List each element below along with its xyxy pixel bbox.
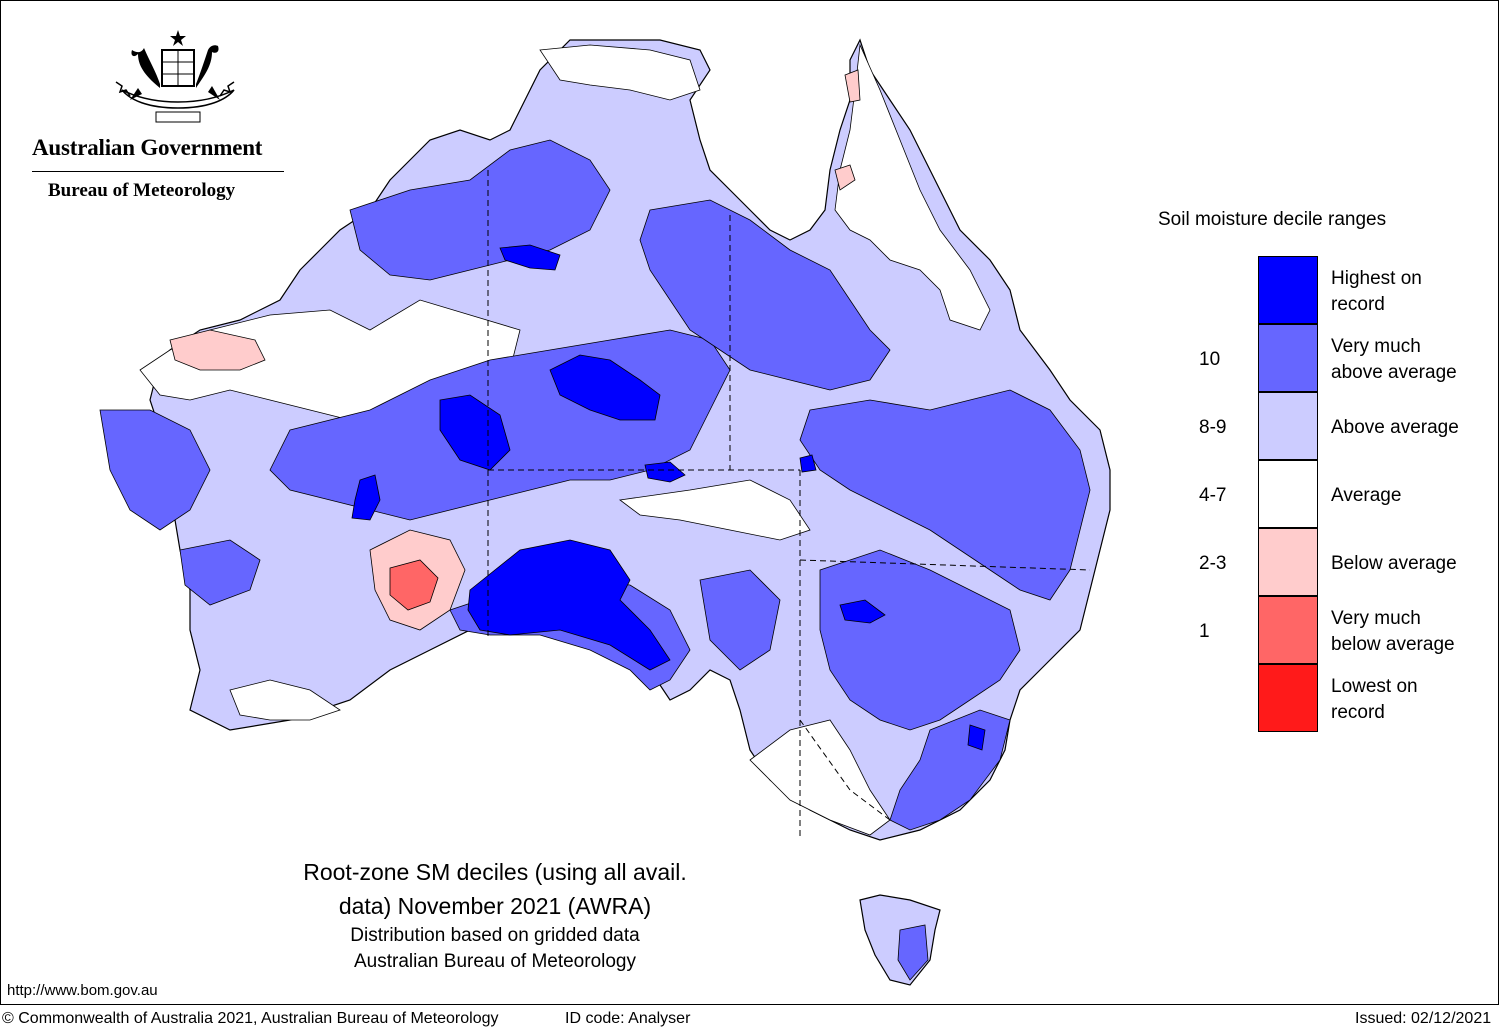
legend-label-very-much-below: Very much below average	[1331, 608, 1455, 655]
map-caption: Root-zone SM deciles (using all avail. d…	[240, 855, 750, 975]
legend-label-average: Average	[1331, 485, 1402, 506]
legend-label-very-much-above: Very much above average	[1331, 336, 1457, 383]
logo-divider	[32, 171, 284, 172]
legend-swatch-very-much-below	[1258, 596, 1318, 664]
caption-line-3: Distribution based on gridded data	[350, 925, 640, 946]
caption-line-2: data) November 2021 (AWRA)	[338, 893, 652, 919]
government-title: Australian Government	[32, 135, 263, 160]
copyright-text: © Commonwealth of Australia 2021, Austra…	[2, 1010, 499, 1027]
id-code-text: ID code: Analyser	[565, 1010, 691, 1027]
australia-map	[99, 38, 1111, 986]
legend-swatch-average	[1258, 460, 1318, 528]
legend-swatch-lowest	[1258, 664, 1318, 732]
legend-title: Soil moisture decile ranges	[1158, 209, 1387, 230]
legend-range-below: 2-3	[1199, 553, 1227, 574]
legend-label-lowest: Lowest on record	[1331, 676, 1418, 723]
legend-label-above: Above average	[1331, 417, 1459, 438]
legend-swatch-highest	[1258, 256, 1318, 324]
caption-line-4: Australian Bureau of Meteorology	[354, 951, 636, 972]
bom-url-link[interactable]: http://www.bom.gov.au	[7, 982, 158, 999]
issued-date-text: Issued: 02/12/2021	[1355, 1010, 1492, 1027]
bom-logo: Australian Government Bureau of Meteorol…	[20, 28, 300, 208]
caption-line-1: Root-zone SM deciles (using all avail.	[303, 859, 687, 885]
legend-range-very-much-below: 1	[1199, 621, 1210, 642]
bureau-title: Bureau of Meteorology	[48, 180, 236, 201]
coat-of-arms-icon	[115, 30, 235, 123]
legend-range-above: 8-9	[1199, 417, 1227, 438]
legend-label-below: Below average	[1331, 553, 1457, 574]
legend-range-average: 4-7	[1199, 485, 1227, 506]
legend-label-highest: Highest on record	[1331, 268, 1422, 315]
legend-range-very-much-above: 10	[1199, 349, 1221, 370]
legend-swatch-below	[1258, 528, 1318, 596]
state-borders	[487, 170, 1091, 840]
legend-swatch-very-much-above	[1258, 324, 1318, 392]
legend-swatch-above	[1258, 392, 1318, 460]
